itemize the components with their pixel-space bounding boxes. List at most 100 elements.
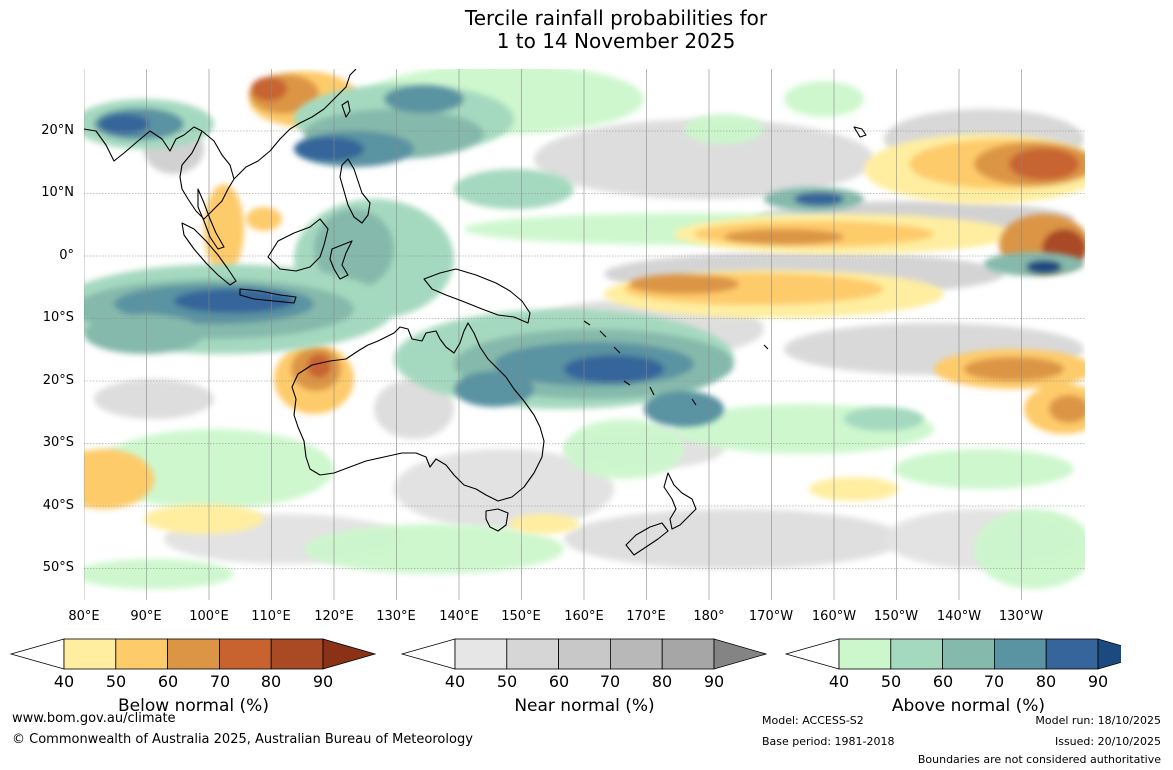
lon-label-170e: 170°E [626, 609, 666, 624]
base-period-text: Base period: 1981-2018 [762, 735, 895, 748]
colorbar-swatch-40 [454, 638, 508, 670]
website-link[interactable]: www.bom.gov.au/climate [12, 711, 176, 726]
colorbar-swatch-80 [1045, 638, 1099, 670]
lat-label-40s: 40°S [42, 498, 74, 513]
copyright-text: © Commonwealth of Australia 2025, Austra… [12, 732, 473, 747]
lon-label-80e: 80°E [68, 609, 100, 624]
tasmania-coastline [485, 508, 509, 532]
model-run-text: Model run: 18/10/2025 [1035, 714, 1161, 727]
below-tick-60: 60 [157, 672, 179, 691]
below-tick-70: 70 [209, 672, 231, 691]
sumatra-coastline [181, 222, 237, 286]
lat-label-10s: 10°S [42, 310, 74, 325]
lon-label-130e: 130°E [376, 609, 416, 624]
above-normal-legend-title: Above normal (%) [891, 696, 1046, 716]
above-normal-colorbar [785, 638, 1121, 670]
near-tick-90: 90 [703, 672, 725, 691]
borneo-coastline [267, 218, 329, 272]
above-tick-70: 70 [983, 672, 1005, 691]
above-tick-60: 60 [932, 672, 954, 691]
lon-label-90e: 90°E [130, 609, 162, 624]
below-tick-80: 80 [260, 672, 282, 691]
colorbar-swatch-80 [270, 638, 324, 670]
near-normal-colorbar [401, 638, 767, 670]
new-zealand-north-coastline [663, 472, 697, 530]
lon-label-170w: 170°W [748, 609, 794, 624]
below-tick-40: 40 [53, 672, 75, 691]
colorbar-swatch-50 [890, 638, 944, 670]
colorbar-swatch-70 [609, 638, 663, 670]
lon-label-110e: 110°E [251, 609, 291, 624]
colorbar-swatch-50 [115, 638, 169, 670]
below-tick-50: 50 [105, 672, 127, 691]
model-text: Model: ACCESS-S2 [762, 714, 864, 727]
above-tick-90: 90 [1087, 672, 1109, 691]
above-tick-40: 40 [828, 672, 850, 691]
above-tick-50: 50 [880, 672, 902, 691]
near-tick-50: 50 [496, 672, 518, 691]
colorbar-low-triangle [401, 638, 456, 670]
near-tick-40: 40 [444, 672, 466, 691]
lat-label-20s: 20°S [42, 373, 74, 388]
colorbar-swatch-80 [661, 638, 715, 670]
map-title-line2: 1 to 14 November 2025 [496, 29, 736, 53]
philippines-coastline [339, 158, 371, 224]
colorbar-swatch-40 [838, 638, 892, 670]
colorbar-swatch-40 [63, 638, 117, 670]
below-normal-colorbar [10, 638, 376, 670]
hawaii-coastline [853, 126, 867, 138]
lon-label-100e: 100°E [189, 609, 229, 624]
lat-label-50s: 50°S [42, 560, 74, 575]
below-normal-legend-title: Below normal (%) [118, 696, 269, 716]
near-tick-70: 70 [599, 672, 621, 691]
new-zealand-south-coastline [625, 522, 669, 556]
map-canvas [84, 69, 1085, 600]
lat-label-30s: 30°S [42, 435, 74, 450]
lat-label-10n: 10°N [41, 185, 74, 200]
issued-text: Issued: 20/10/2025 [1054, 735, 1161, 748]
lon-label-160e: 160°E [564, 609, 604, 624]
lon-label-150e: 150°E [501, 609, 541, 624]
coastlines [84, 69, 867, 556]
colorbar-swatch-70 [218, 638, 272, 670]
lon-label-160w: 160°W [811, 609, 857, 624]
lon-label-140w: 140°W [936, 609, 982, 624]
near-tick-80: 80 [651, 672, 673, 691]
colorbar-swatch-60 [167, 638, 220, 670]
lon-label-140e: 140°E [439, 609, 479, 624]
probability-map [84, 69, 1085, 600]
lon-label-180: 180° [693, 609, 725, 624]
near-normal-legend-title: Near normal (%) [514, 696, 655, 716]
colorbar-swatch-60 [942, 638, 995, 670]
colorbar-high-triangle [1097, 638, 1121, 670]
lon-label-130w: 130°W [998, 609, 1044, 624]
sulawesi-coastline [329, 240, 353, 280]
lon-label-150w: 150°W [873, 609, 919, 624]
colorbar-high-triangle [713, 638, 767, 670]
disclaimer-text: Boundaries are not considered authoritat… [917, 753, 1161, 766]
above-normal-regions [84, 84, 1084, 431]
below-normal-regions [84, 71, 1085, 534]
lat-label-20n: 20°N [41, 123, 74, 138]
asia-mainland-coastline [84, 69, 357, 220]
java-coastline [239, 288, 297, 304]
above-tick-80: 80 [1035, 672, 1057, 691]
new-guinea-coastline [423, 268, 531, 324]
colorbar-swatch-60 [558, 638, 611, 670]
graticule [84, 130, 1085, 569]
pacific-islands [583, 320, 769, 406]
colorbar-swatch-70 [993, 638, 1047, 670]
lat-label-equator: 0° [59, 248, 74, 263]
near-tick-60: 60 [548, 672, 570, 691]
colorbar-low-triangle [785, 638, 840, 670]
malay-peninsula-coastline [197, 188, 225, 250]
graticule-meridians [84, 69, 1022, 600]
colorbar-high-triangle [322, 638, 376, 670]
map-title-line1: Tercile rainfall probabilities for [464, 6, 768, 30]
australia-coastline [291, 322, 545, 502]
lon-label-120e: 120°E [314, 609, 354, 624]
colorbar-swatch-50 [506, 638, 560, 670]
colorbar-low-triangle [10, 638, 65, 670]
below-tick-90: 90 [312, 672, 334, 691]
taiwan-coastline [341, 100, 351, 118]
